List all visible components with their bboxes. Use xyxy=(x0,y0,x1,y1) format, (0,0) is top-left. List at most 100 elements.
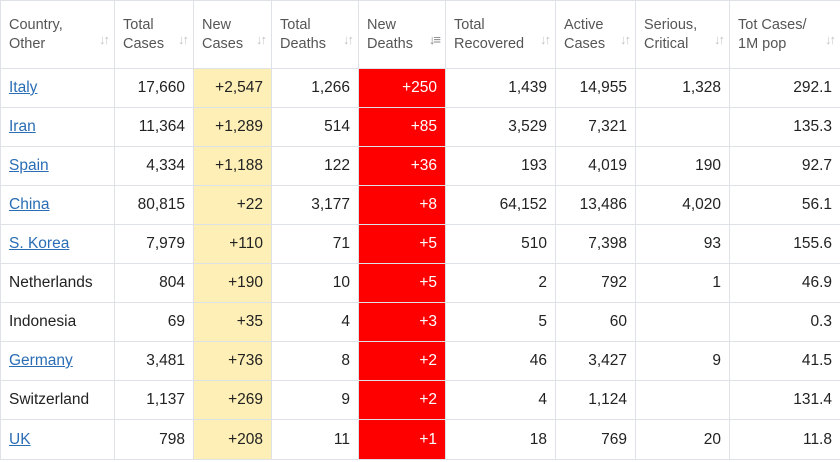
total-deaths-cell: 10 xyxy=(271,263,359,303)
total-recovered-cell: 193 xyxy=(445,146,556,186)
table-row: China 80,815 +22 3,177 +8 64,152 13,486 4,020 56… xyxy=(0,185,840,225)
table-row: S. Korea 7,979 +110 71 +5 510 7,398 93 155.6 xyxy=(0,224,840,264)
total-recovered-cell: 5 xyxy=(445,302,556,342)
new-deaths-cell: +250 xyxy=(358,68,446,108)
total-cases-cell: 4,334 xyxy=(114,146,194,186)
header-label: New Cases xyxy=(202,16,244,52)
country-cell: Netherlands xyxy=(0,263,115,303)
active-cases-cell: 3,427 xyxy=(555,341,636,381)
country-link[interactable]: Iran xyxy=(9,118,36,135)
header-total-deaths[interactable]: Total Deaths ↓↑ xyxy=(271,0,359,69)
cases-per-million-cell: 41.5 xyxy=(729,341,840,381)
country-link[interactable]: Italy xyxy=(9,79,38,96)
total-recovered-cell: 2 xyxy=(445,263,556,303)
new-cases-cell: +190 xyxy=(193,263,272,303)
total-deaths-cell: 1,266 xyxy=(271,68,359,108)
country-link[interactable]: China xyxy=(9,196,50,213)
total-deaths-cell: 9 xyxy=(271,380,359,420)
total-cases-cell: 804 xyxy=(114,263,194,303)
sort-both-icon: ↓↑ xyxy=(256,32,267,47)
cases-per-million-cell: 0.3 xyxy=(729,302,840,342)
active-cases-cell: 792 xyxy=(555,263,636,303)
total-recovered-cell: 510 xyxy=(445,224,556,264)
new-deaths-cell: +85 xyxy=(358,107,446,147)
active-cases-cell: 14,955 xyxy=(555,68,636,108)
table-row: Germany 3,481 +736 8 +2 46 3,427 9 41.5 xyxy=(0,341,840,381)
header-total-cases[interactable]: Total Cases ↓↑ xyxy=(114,0,194,69)
table-header-row: Country, Other ↓↑ Total Cases ↓↑ New Cases ↓↑ … xyxy=(0,0,840,69)
cases-per-million-cell: 46.9 xyxy=(729,263,840,303)
sort-both-icon: ↓↑ xyxy=(540,32,551,47)
country-link[interactable]: Spain xyxy=(9,157,49,174)
cases-per-million-cell: 56.1 xyxy=(729,185,840,225)
sort-descending-icon: ↓≡ xyxy=(428,32,441,47)
header-serious-critical[interactable]: Serious, Critical ↓↑ xyxy=(635,0,730,69)
serious-critical-cell xyxy=(635,107,730,147)
total-cases-cell: 17,660 xyxy=(114,68,194,108)
header-label: Country, Other xyxy=(9,16,63,52)
new-cases-cell: +22 xyxy=(193,185,272,225)
active-cases-cell: 13,486 xyxy=(555,185,636,225)
total-cases-cell: 7,979 xyxy=(114,224,194,264)
active-cases-cell: 60 xyxy=(555,302,636,342)
header-new-cases[interactable]: New Cases ↓↑ xyxy=(193,0,272,69)
table-body: Italy 17,660 +2,547 1,266 +250 1,439 14,955 1,3… xyxy=(0,68,840,460)
new-deaths-cell: +36 xyxy=(358,146,446,186)
new-cases-cell: +269 xyxy=(193,380,272,420)
total-recovered-cell: 18 xyxy=(445,419,556,460)
new-deaths-cell: +5 xyxy=(358,224,446,264)
sort-both-icon: ↓↑ xyxy=(620,32,631,47)
total-deaths-cell: 3,177 xyxy=(271,185,359,225)
serious-critical-cell: 9 xyxy=(635,341,730,381)
total-deaths-cell: 122 xyxy=(271,146,359,186)
header-label: Serious, Critical xyxy=(644,16,698,52)
header-label: New Deaths xyxy=(367,16,413,52)
new-cases-cell: +1,289 xyxy=(193,107,272,147)
total-recovered-cell: 46 xyxy=(445,341,556,381)
table-row: Indonesia 69 +35 4 +3 5 60 0.3 xyxy=(0,302,840,342)
cases-per-million-cell: 131.4 xyxy=(729,380,840,420)
total-recovered-cell: 1,439 xyxy=(445,68,556,108)
total-recovered-cell: 3,529 xyxy=(445,107,556,147)
new-cases-cell: +736 xyxy=(193,341,272,381)
cases-per-million-cell: 11.8 xyxy=(729,419,840,460)
header-cases-per-million[interactable]: Tot Cases/1M pop ↓↑ xyxy=(729,0,840,69)
total-recovered-cell: 4 xyxy=(445,380,556,420)
total-deaths-cell: 514 xyxy=(271,107,359,147)
header-total-recovered[interactable]: Total Recovered ↓↑ xyxy=(445,0,556,69)
serious-critical-cell: 93 xyxy=(635,224,730,264)
country-cell: Spain xyxy=(0,146,115,186)
total-cases-cell: 798 xyxy=(114,419,194,460)
total-cases-cell: 3,481 xyxy=(114,341,194,381)
active-cases-cell: 769 xyxy=(555,419,636,460)
total-deaths-cell: 8 xyxy=(271,341,359,381)
country-link[interactable]: UK xyxy=(9,430,31,448)
total-recovered-cell: 64,152 xyxy=(445,185,556,225)
new-cases-cell: +2,547 xyxy=(193,68,272,108)
new-deaths-cell: +1 xyxy=(358,419,446,460)
active-cases-cell: 7,398 xyxy=(555,224,636,264)
country-name: Indonesia xyxy=(9,313,77,330)
active-cases-cell: 4,019 xyxy=(555,146,636,186)
header-label: Active Cases xyxy=(564,16,606,52)
country-link[interactable]: Germany xyxy=(9,352,73,369)
sort-both-icon: ↓↑ xyxy=(714,32,725,47)
serious-critical-cell: 20 xyxy=(635,419,730,460)
new-cases-cell: +35 xyxy=(193,302,272,342)
new-deaths-cell: +2 xyxy=(358,341,446,381)
header-new-deaths[interactable]: New Deaths ↓≡ xyxy=(358,0,446,69)
active-cases-cell: 7,321 xyxy=(555,107,636,147)
header-label: Total Recovered xyxy=(454,16,525,52)
header-country[interactable]: Country, Other ↓↑ xyxy=(0,0,115,69)
sort-both-icon: ↓↑ xyxy=(178,32,189,47)
header-label: Tot Cases/1M pop xyxy=(738,16,807,52)
sort-both-icon: ↓↑ xyxy=(825,32,836,47)
total-deaths-cell: 11 xyxy=(271,419,359,460)
serious-critical-cell: 1,328 xyxy=(635,68,730,108)
header-active-cases[interactable]: Active Cases ↓↑ xyxy=(555,0,636,69)
table-row: UK 798 +208 11 +1 18 769 20 11.8 xyxy=(0,419,840,460)
table-row: Switzerland 1,137 +269 9 +2 4 1,124 131.4 xyxy=(0,380,840,420)
country-link[interactable]: S. Korea xyxy=(9,235,70,252)
sort-both-icon: ↓↑ xyxy=(99,32,110,47)
